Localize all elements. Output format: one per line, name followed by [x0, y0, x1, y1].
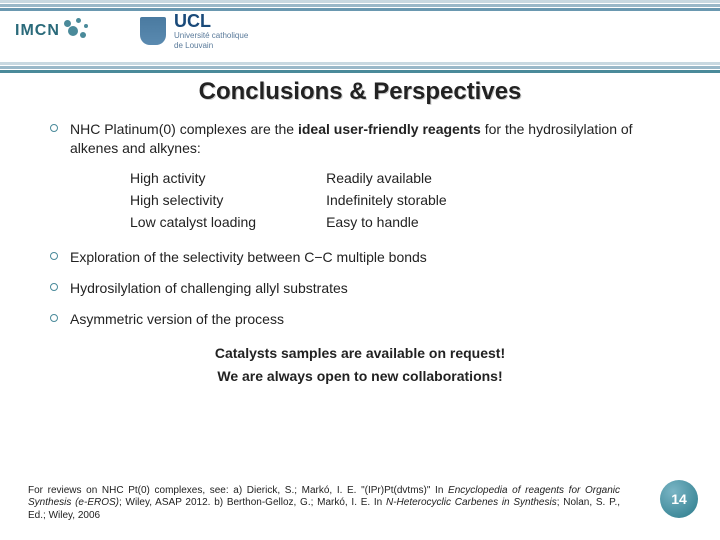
ref-mid: ; Wiley, ASAP 2012. b) Berthon-Gelloz, G… — [119, 497, 386, 508]
logo-imcn: IMCN — [15, 18, 94, 43]
bullet-icon — [50, 314, 58, 322]
ucl-sub2: de Louvain — [174, 42, 248, 50]
callout-line: We are always open to new collaborations… — [50, 365, 670, 387]
content-area: NHC Platinum(0) complexes are the ideal … — [50, 120, 670, 387]
bullet-text: Asymmetric version of the process — [70, 310, 284, 329]
ref-ital2: N-Heterocyclic Carbenes in Synthesis — [386, 497, 557, 508]
bullet-item: Exploration of the selectivity between C… — [50, 248, 670, 267]
band-stripe — [0, 8, 720, 11]
band-stripe — [0, 4, 720, 7]
col-left: High activity High selectivity Low catal… — [130, 170, 256, 230]
col-item: Easy to handle — [326, 214, 447, 230]
bullet-text: Hydrosilylation of challenging allyl sub… — [70, 279, 348, 298]
col-item: High selectivity — [130, 192, 256, 208]
col-item: Indefinitely storable — [326, 192, 447, 208]
ucl-text: UCL Université catholique de Louvain — [174, 12, 248, 50]
bullet-icon — [50, 124, 58, 132]
band-stripe — [0, 0, 720, 3]
col-right: Readily available Indefinitely storable … — [326, 170, 447, 230]
logo-ucl: UCL Université catholique de Louvain — [140, 12, 248, 50]
ucl-main-label: UCL — [174, 12, 248, 30]
imcn-dots-icon — [64, 18, 94, 43]
band-stripe — [0, 70, 720, 73]
ucl-shield-icon — [140, 17, 166, 45]
col-item: Low catalyst loading — [130, 214, 256, 230]
bullet-item: NHC Platinum(0) complexes are the ideal … — [50, 120, 670, 158]
properties-columns: High activity High selectivity Low catal… — [130, 170, 670, 230]
page-number-badge: 14 — [660, 480, 698, 518]
imcn-label: IMCN — [15, 22, 60, 40]
references: For reviews on NHC Pt(0) complexes, see:… — [28, 485, 620, 523]
bullet-item: Asymmetric version of the process — [50, 310, 670, 329]
text-bold: ideal user-friendly reagents — [298, 121, 481, 137]
col-item: Readily available — [326, 170, 447, 186]
band-stripe — [0, 62, 720, 65]
callout-line: Catalysts samples are available on reque… — [50, 342, 670, 364]
bullet-item: Hydrosilylation of challenging allyl sub… — [50, 279, 670, 298]
callout-block: Catalysts samples are available on reque… — [50, 342, 670, 387]
page-number: 14 — [671, 491, 687, 507]
bullet-text: NHC Platinum(0) complexes are the ideal … — [70, 120, 670, 158]
col-item: High activity — [130, 170, 256, 186]
bullet-icon — [50, 283, 58, 291]
ref-pre: For reviews on NHC Pt(0) complexes, see:… — [28, 485, 448, 496]
band-stripe — [0, 66, 720, 69]
ucl-sub1: Université catholique — [174, 32, 248, 40]
page-title: Conclusions & Perspectives — [0, 78, 720, 106]
text-pre: NHC Platinum(0) complexes are the — [70, 121, 298, 137]
header-band: IMCN UCL Université catholique de Louvai… — [0, 0, 720, 70]
bullet-text: Exploration of the selectivity between C… — [70, 248, 427, 267]
bullet-icon — [50, 252, 58, 260]
